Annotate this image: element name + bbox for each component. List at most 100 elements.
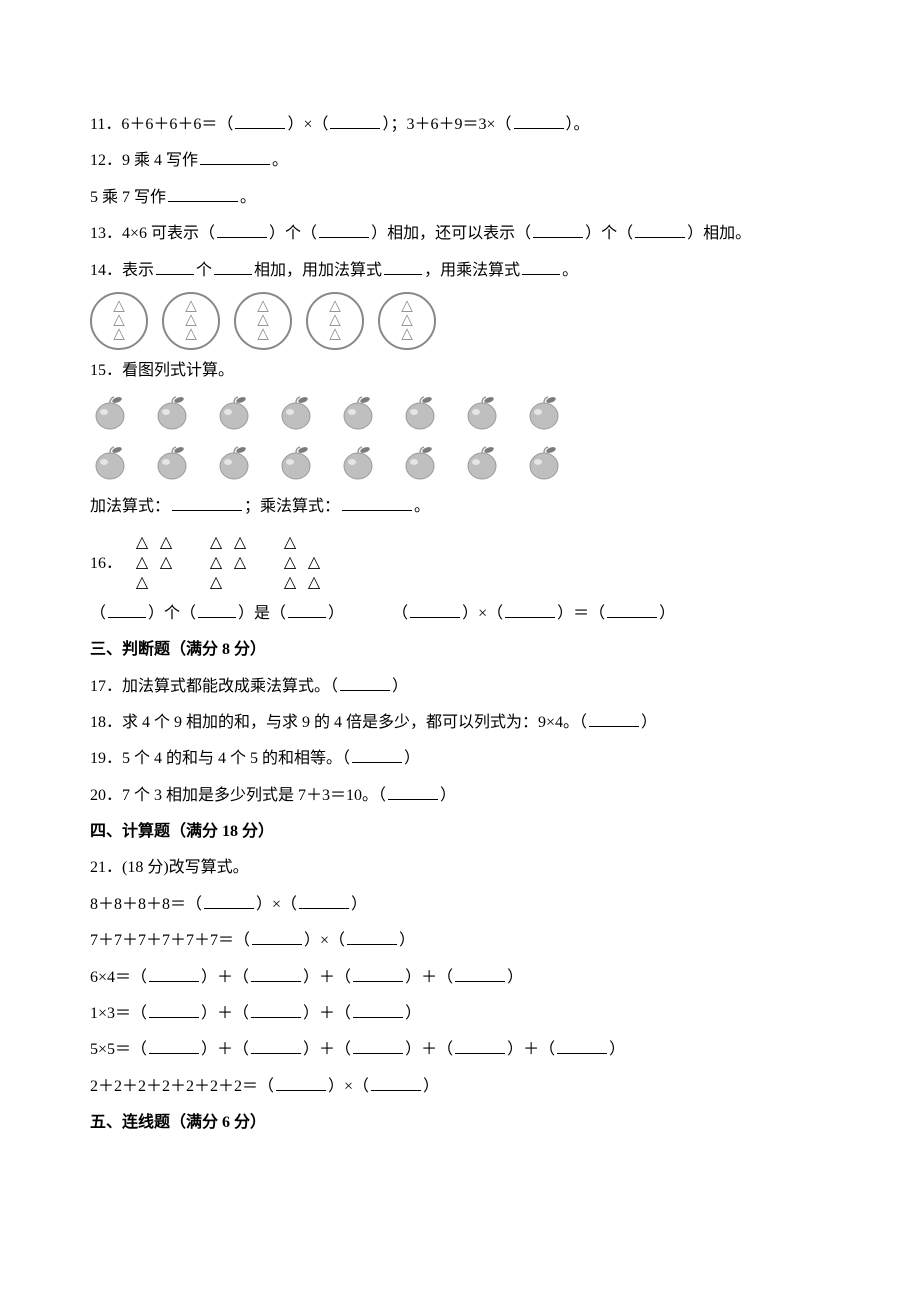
triangle-circle-icon: △△△ — [378, 292, 436, 350]
q15-a: 加法算式： — [90, 498, 170, 515]
q17-end: ） — [392, 678, 408, 695]
q21-mid: ）＋（ — [405, 969, 453, 986]
q21-mid: ）＋（ — [201, 969, 249, 986]
q14-d: ，用乘法算式 — [424, 262, 520, 279]
q16-blank-5[interactable] — [505, 601, 555, 618]
q20-blank[interactable] — [388, 783, 438, 800]
q19-blank[interactable] — [352, 746, 402, 763]
q19-number: 19． — [90, 750, 122, 767]
apple-icon — [152, 392, 192, 432]
q16-blank-6[interactable] — [607, 601, 657, 618]
section-5-title: 五、连线题（满分 6 分） — [90, 1108, 830, 1138]
q16-blank-2[interactable] — [198, 601, 236, 618]
q21-mid: ）＋（ — [405, 1041, 453, 1058]
q11-blank-3[interactable] — [514, 112, 564, 129]
question-16-blanks: （）个（）是（） （）×（）＝（） — [90, 599, 830, 629]
q15-c: 。 — [414, 498, 430, 515]
q21-blank[interactable] — [347, 928, 397, 945]
q15-blank-2[interactable] — [342, 494, 412, 511]
q16-blank-3[interactable] — [288, 601, 326, 618]
q16-blank-1[interactable] — [108, 601, 146, 618]
q13-c: ）相加，还可以表示（ — [371, 225, 531, 242]
q15-title-text: 看图列式计算。 — [122, 362, 234, 379]
q17-blank[interactable] — [340, 674, 390, 691]
q21-blank[interactable] — [455, 1037, 505, 1054]
q14-blank-2[interactable] — [214, 258, 252, 275]
apple-icon — [214, 442, 254, 482]
q16-text-b: ）个（ — [148, 605, 196, 622]
q11-blank-1[interactable] — [235, 112, 285, 129]
triangle-icon: △ — [113, 328, 125, 341]
q16-text-f: ）×（ — [462, 605, 503, 622]
q21-mid: ）＋（ — [303, 1005, 351, 1022]
q13-e: ）相加。 — [687, 225, 751, 242]
q21-line: 2＋2＋2＋2＋2＋2＋2＝（）×（） — [90, 1072, 830, 1102]
q13-blank-3[interactable] — [533, 221, 583, 238]
q13-blank-2[interactable] — [319, 221, 369, 238]
q16-blank-4[interactable] — [410, 601, 460, 618]
triangle-icon: △ — [210, 535, 222, 553]
q21-blank[interactable] — [276, 1074, 326, 1091]
q21-blank[interactable] — [455, 965, 505, 982]
q12-blank-2[interactable] — [168, 185, 238, 202]
q14-c: 相加，用加法算式 — [254, 262, 382, 279]
q21-blank[interactable] — [149, 1037, 199, 1054]
q21-mid: ）×（ — [256, 896, 297, 913]
q12-line1-a: 9 乘 4 写作 — [122, 152, 198, 169]
triangle-circle-icon: △△△ — [90, 292, 148, 350]
q11-text-a: 6＋6＋6＋6＝（ — [121, 116, 233, 133]
q14-blank-3[interactable] — [384, 258, 422, 275]
triangle-group: △△△△△ — [206, 535, 250, 593]
q21-number: 21． — [90, 859, 122, 876]
q19-end: ） — [404, 750, 420, 767]
q18-number: 18． — [90, 714, 122, 731]
q21-line: 5×5＝（）＋（）＋（）＋（）＋（） — [90, 1035, 830, 1065]
q21-blank[interactable] — [251, 1001, 301, 1018]
triangle-circle-icon: △△△ — [234, 292, 292, 350]
q21-blank[interactable] — [371, 1074, 421, 1091]
q21-lhs: 8＋8＋8＋8＝（ — [90, 896, 202, 913]
triangle-icon: △ — [136, 575, 148, 593]
question-20: 20．7 个 3 相加是多少列式是 7＋3＝10。（） — [90, 781, 830, 811]
question-12-line2: 5 乘 7 写作。 — [90, 183, 830, 213]
q21-end: ） — [399, 932, 415, 949]
triangle-icon: △ — [210, 555, 222, 573]
q21-blank[interactable] — [353, 965, 403, 982]
q21-blank[interactable] — [149, 965, 199, 982]
q21-blank[interactable] — [252, 928, 302, 945]
q11-number: 11． — [90, 116, 121, 133]
q21-blank[interactable] — [353, 1037, 403, 1054]
triangle-icon: △ — [234, 535, 246, 553]
q14-blank-4[interactable] — [522, 258, 560, 275]
q21-blank[interactable] — [557, 1037, 607, 1054]
q14-blank-1[interactable] — [156, 258, 194, 275]
apple-icon — [90, 442, 130, 482]
q21-blank[interactable] — [251, 965, 301, 982]
q11-blank-2[interactable] — [330, 112, 380, 129]
q21-line: 7＋7＋7＋7＋7＋7＝（）×（） — [90, 926, 830, 956]
q21-blank[interactable] — [353, 1001, 403, 1018]
q16-text-c: ）是（ — [238, 605, 286, 622]
question-21-title: 21．(18 分)改写算式。 — [90, 853, 830, 883]
q16-triangle-groups: △△△△△△△△△△△△△△△ — [132, 535, 324, 593]
apple-icon — [400, 392, 440, 432]
triangle-icon: △ — [308, 555, 320, 573]
q21-blank[interactable] — [251, 1037, 301, 1054]
q14-number: 14． — [90, 262, 122, 279]
apple-icon — [338, 442, 378, 482]
q15-blank-1[interactable] — [172, 494, 242, 511]
q21-mid: ）＋（ — [201, 1005, 249, 1022]
q13-a: 4×6 可表示（ — [122, 225, 215, 242]
triangle-icon: △ — [185, 328, 197, 341]
triangle-circle-icon: △△△ — [162, 292, 220, 350]
q21-blank[interactable] — [149, 1001, 199, 1018]
q21-blank[interactable] — [204, 892, 254, 909]
q12-blank-1[interactable] — [200, 148, 270, 165]
apple-icon — [276, 392, 316, 432]
q13-blank-1[interactable] — [217, 221, 267, 238]
q21-blank[interactable] — [299, 892, 349, 909]
q21-end: ） — [609, 1041, 625, 1058]
q16-text-g: ）＝（ — [557, 605, 605, 622]
q13-blank-4[interactable] — [635, 221, 685, 238]
q18-blank[interactable] — [589, 710, 639, 727]
